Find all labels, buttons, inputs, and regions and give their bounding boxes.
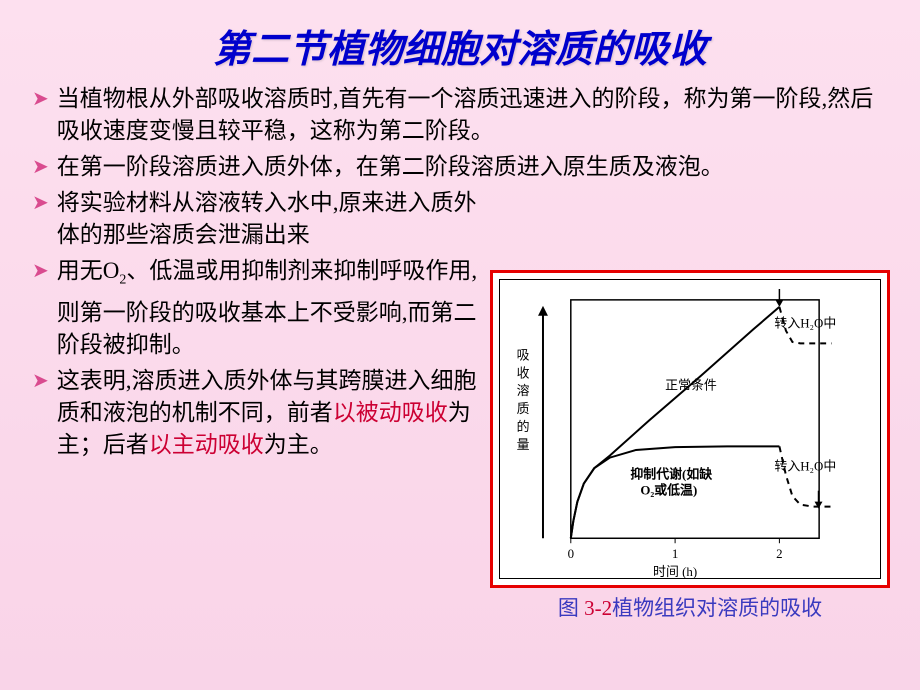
- bullet-arrow-icon: ➤: [32, 151, 49, 183]
- bullet-arrow-icon: ➤: [32, 187, 49, 219]
- bullet-arrow-icon: ➤: [32, 83, 49, 115]
- svg-text:转入H₂O中: 转入H₂O中: [774, 316, 836, 331]
- figure-frame: 0 1 2 时间 (h) 吸收溶质的量 正常条件抑制代谢(如缺O₂或低温) 转入H₂O中转入…: [490, 270, 890, 588]
- bullet-2-text: 在第一阶段溶质进入质外体，在第二阶段溶质进入原生质及液泡。: [57, 151, 724, 183]
- svg-text:1: 1: [672, 546, 678, 561]
- b5-c: 为主。: [264, 432, 333, 457]
- bullet-2: ➤ 在第一阶段溶质进入质外体，在第二阶段溶质进入原生质及液泡。: [32, 151, 888, 183]
- bullet-4: ➤ 用无O2、低温或用抑制剂来抑制呼吸作用,则第一阶段的吸收基本上不受影响,而第…: [32, 255, 492, 361]
- b4-pre: 用无O: [57, 258, 120, 283]
- svg-text:时间 (h): 时间 (h): [653, 564, 697, 578]
- bullet-3-text: 将实验材料从溶液转入水中,原来进入质外体的那些溶质会泄漏出来: [57, 187, 492, 251]
- svg-text:O₂或低温): O₂或低温): [640, 483, 697, 498]
- figure-chart: 0 1 2 时间 (h) 吸收溶质的量 正常条件抑制代谢(如缺O₂或低温) 转入H₂O中转入…: [499, 279, 881, 579]
- bullet-5-text: 这表明,溶质进入质外体与其跨膜进入细胞质和液泡的机制不同，前者以被动吸收为主；后…: [57, 365, 492, 461]
- b5-r1: 以被动吸收: [333, 400, 448, 425]
- bullet-1-text: 当植物根从外部吸收溶质时,首先有一个溶质迅速进入的阶段，称为第一阶段,然后吸收速…: [57, 83, 888, 147]
- svg-text:0: 0: [568, 546, 574, 561]
- caption-text: 植物组织对溶质的吸收: [612, 596, 822, 620]
- svg-text:的: 的: [517, 419, 530, 434]
- svg-text:吸: 吸: [517, 347, 530, 362]
- bullet-3: ➤ 将实验材料从溶液转入水中,原来进入质外体的那些溶质会泄漏出来: [32, 187, 492, 251]
- svg-text:转入H₂O中: 转入H₂O中: [774, 459, 836, 474]
- svg-text:收: 收: [517, 365, 530, 380]
- svg-text:质: 质: [517, 401, 530, 416]
- bullet-4-text: 用无O2、低温或用抑制剂来抑制呼吸作用,则第一阶段的吸收基本上不受影响,而第二阶…: [57, 255, 492, 361]
- figure-caption: 图 3-2植物组织对溶质的吸收: [490, 594, 890, 622]
- b5-r2: 以主动吸收: [149, 432, 264, 457]
- bullet-1: ➤ 当植物根从外部吸收溶质时,首先有一个溶质迅速进入的阶段，称为第一阶段,然后吸…: [32, 83, 888, 147]
- page-title: 第二节植物细胞对溶质的吸收: [0, 0, 920, 83]
- figure-3-2: 0 1 2 时间 (h) 吸收溶质的量 正常条件抑制代谢(如缺O₂或低温) 转入H₂O中转入…: [490, 270, 890, 622]
- svg-text:溶: 溶: [517, 383, 530, 398]
- svg-text:量: 量: [517, 437, 530, 452]
- caption-num: 3-2: [584, 596, 612, 620]
- svg-text:2: 2: [776, 546, 782, 561]
- bullet-arrow-icon: ➤: [32, 255, 49, 287]
- chart-svg: 0 1 2 时间 (h) 吸收溶质的量 正常条件抑制代谢(如缺O₂或低温) 转入H₂O中转入…: [500, 280, 880, 578]
- bullet-arrow-icon: ➤: [32, 365, 49, 397]
- bullet-5: ➤ 这表明,溶质进入质外体与其跨膜进入细胞质和液泡的机制不同，前者以被动吸收为主…: [32, 365, 492, 461]
- svg-text:正常条件: 正常条件: [665, 377, 717, 392]
- svg-text:抑制代谢(如缺: 抑制代谢(如缺: [630, 467, 712, 482]
- caption-prefix: 图: [558, 596, 584, 620]
